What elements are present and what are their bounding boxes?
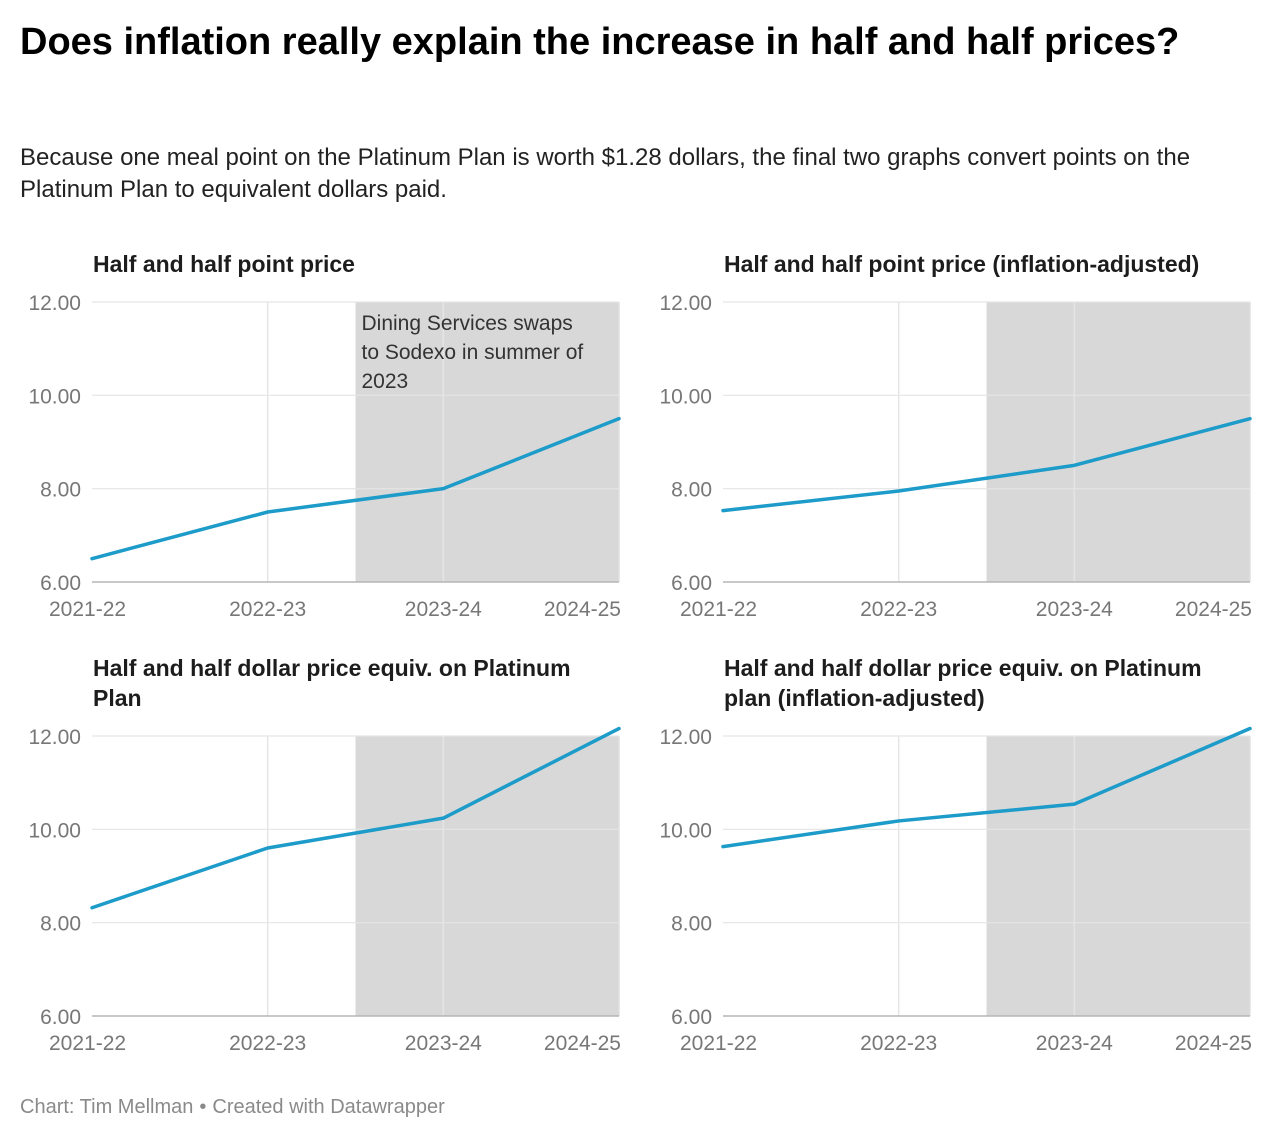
data-point	[1248, 727, 1252, 731]
data-point	[1072, 463, 1076, 467]
y-tick-label: 10.00	[659, 819, 712, 842]
x-tick-label: 2023-24	[1036, 598, 1113, 621]
y-tick-label: 12.00	[28, 292, 81, 315]
y-tick-label: 10.00	[28, 819, 81, 842]
series-line	[90, 416, 621, 561]
y-tick-label: 8.00	[40, 913, 81, 936]
y-tick-label: 10.00	[28, 385, 81, 408]
y-tick-label: 8.00	[671, 913, 712, 936]
chart-tool-credit: Created with Datawrapper	[212, 1096, 445, 1118]
chart-3: 6.00 8.00 10.00 12.00 2021-22 2022-23 2023-24 2…	[28, 726, 621, 1055]
x-tick-label: 2022-23	[229, 598, 306, 621]
data-point	[897, 489, 901, 493]
x-tick-label: 2021-22	[49, 598, 126, 621]
x-tick-label: 2023-24	[405, 1032, 482, 1055]
data-point	[90, 557, 94, 561]
y-tick-label: 6.00	[40, 572, 81, 595]
data-point	[721, 845, 725, 849]
data-point	[897, 819, 901, 823]
footer-separator: •	[199, 1096, 207, 1118]
x-tick-label: 2023-24	[1036, 1032, 1113, 1055]
y-tick-label: 12.00	[659, 292, 712, 315]
data-point	[617, 727, 621, 731]
page-subtitle: Because one meal point on the Platinum P…	[20, 144, 1191, 203]
chart-4-title: Half and half dollar price equiv. on Pla…	[724, 655, 1202, 711]
y-tick-label: 10.00	[659, 385, 712, 408]
x-tick-label: 2022-23	[229, 1032, 306, 1055]
annotation-line: 2023	[362, 370, 409, 393]
series-line	[90, 726, 621, 910]
shaded-region-annotation: Dining Services swaps to Sodexo in summer…	[362, 312, 584, 393]
data-point	[1072, 802, 1076, 806]
x-tick-label: 2022-23	[860, 598, 937, 621]
chart-3-title: Half and half dollar price equiv. on Pla…	[93, 655, 571, 711]
series-line	[721, 726, 1252, 849]
x-tick-label: 2022-23	[860, 1032, 937, 1055]
x-tick-label: 2021-22	[680, 598, 757, 621]
x-tick-label: 2021-22	[49, 1032, 126, 1055]
data-point	[441, 487, 445, 491]
y-tick-label: 6.00	[671, 1006, 712, 1029]
x-tick-label: 2024-25	[544, 1032, 621, 1055]
chart-1: 6.00 8.00 10.00 12.00 2021-22 2022-23 2023-24 2…	[28, 292, 621, 621]
chart-credit: Chart: Tim Mellman	[20, 1096, 194, 1118]
y-tick-label: 6.00	[40, 1006, 81, 1029]
annotation-line: to Sodexo in summer of	[362, 341, 584, 364]
y-tick-label: 6.00	[671, 572, 712, 595]
shaded-region	[986, 302, 1250, 582]
page-title: Does inflation really explain the increa…	[20, 21, 1180, 63]
series-line	[721, 416, 1252, 513]
x-tick-label: 2024-25	[1175, 598, 1252, 621]
data-point	[441, 816, 445, 820]
data-point	[266, 846, 270, 850]
y-tick-label: 12.00	[28, 726, 81, 749]
chart-4: 6.00 8.00 10.00 12.00 2021-22 2022-23 2023-24 2…	[659, 726, 1252, 1055]
y-tick-label: 8.00	[40, 479, 81, 502]
y-tick-label: 12.00	[659, 726, 712, 749]
chart-1-title: Half and half point price	[93, 251, 355, 277]
chart-footer: Chart: Tim Mellman • Created with Datawrap…	[20, 1096, 445, 1119]
x-tick-label: 2021-22	[680, 1032, 757, 1055]
y-tick-label: 8.00	[671, 479, 712, 502]
x-tick-label: 2023-24	[405, 598, 482, 621]
annotation-line: Dining Services swaps	[362, 312, 573, 335]
shaded-region	[986, 736, 1250, 1016]
data-point	[617, 417, 621, 421]
chart-2-title: Half and half point price (inflation-adj…	[724, 251, 1200, 277]
x-tick-label: 2024-25	[544, 598, 621, 621]
shaded-region	[355, 302, 619, 582]
chart-2: 6.00 8.00 10.00 12.00 2021-22 2022-23 2023-24 2…	[659, 292, 1252, 621]
shaded-region	[355, 736, 619, 1016]
data-point	[266, 510, 270, 514]
data-point	[90, 906, 94, 910]
data-point	[721, 509, 725, 513]
data-point	[1248, 417, 1252, 421]
x-tick-label: 2024-25	[1175, 1032, 1252, 1055]
